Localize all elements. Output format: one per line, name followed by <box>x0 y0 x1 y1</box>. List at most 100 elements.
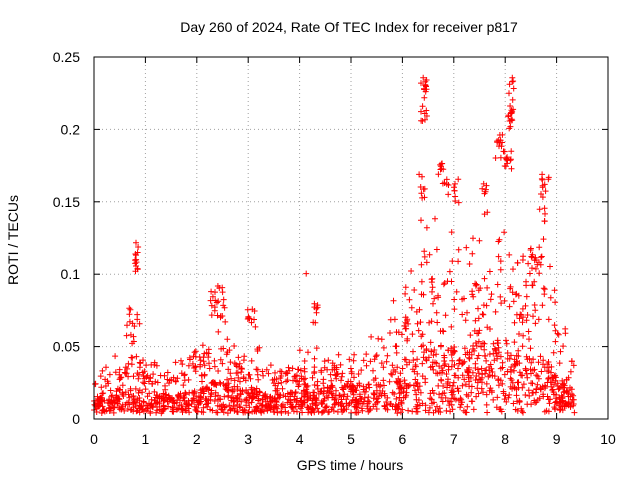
data-point <box>215 328 222 335</box>
data-point <box>421 94 428 101</box>
data-point <box>292 377 299 384</box>
data-point <box>428 318 435 325</box>
data-point <box>441 362 448 369</box>
data-point <box>443 407 450 414</box>
data-point <box>136 320 143 327</box>
data-point <box>182 389 189 396</box>
data-point <box>136 364 143 371</box>
data-point <box>166 377 173 384</box>
data-point <box>96 400 103 407</box>
data-point <box>367 358 374 365</box>
data-point <box>189 360 196 367</box>
data-point <box>445 347 452 354</box>
data-point <box>565 374 572 381</box>
data-point <box>509 385 516 392</box>
data-point <box>429 363 436 370</box>
data-point <box>311 382 318 388</box>
data-point <box>107 405 114 412</box>
data-point <box>338 377 344 384</box>
data-point <box>285 410 292 416</box>
data-point <box>330 408 337 414</box>
data-point <box>511 362 518 369</box>
data-point <box>519 257 526 263</box>
data-point <box>253 407 260 414</box>
data-point <box>371 391 378 398</box>
data-point <box>417 184 424 190</box>
data-point <box>301 380 308 387</box>
data-point <box>358 367 365 374</box>
data-point <box>116 376 123 383</box>
data-point <box>378 360 385 367</box>
data-point <box>129 340 136 347</box>
data-point <box>522 392 529 398</box>
data-point <box>418 190 425 197</box>
data-point <box>559 394 566 401</box>
x-tick-labels: 0 1 2 3 4 5 6 7 8 9 10 <box>90 431 616 447</box>
data-point <box>158 406 164 413</box>
data-point <box>506 90 512 97</box>
data-point <box>508 352 514 359</box>
data-point <box>181 371 188 378</box>
data-point <box>504 350 511 356</box>
data-point <box>107 399 114 405</box>
data-point <box>228 397 235 404</box>
data-point <box>97 373 104 380</box>
data-point <box>128 361 135 368</box>
data-point <box>160 397 167 404</box>
data-point <box>234 386 241 393</box>
data-point <box>219 284 226 291</box>
data-point <box>541 205 548 212</box>
data-point <box>394 404 400 411</box>
data-point <box>397 409 404 416</box>
data-point <box>322 404 329 411</box>
data-point <box>394 410 401 417</box>
data-point <box>557 406 564 413</box>
data-point <box>355 371 362 377</box>
data-point <box>491 373 498 380</box>
data-point <box>218 406 225 413</box>
data-point <box>506 118 513 124</box>
data-point <box>501 371 508 378</box>
data-point <box>398 397 405 404</box>
data-point <box>509 117 516 124</box>
data-point <box>207 406 214 413</box>
data-point <box>130 397 137 404</box>
data-point <box>483 302 490 309</box>
data-point <box>384 402 391 408</box>
data-point <box>401 377 408 384</box>
data-point <box>464 403 471 410</box>
data-point <box>136 371 142 378</box>
data-point <box>410 357 417 364</box>
data-point <box>359 400 366 407</box>
data-point <box>313 402 320 409</box>
data-point <box>248 357 255 364</box>
data-point <box>436 405 443 412</box>
data-point <box>282 370 289 377</box>
data-point <box>547 396 554 403</box>
data-point <box>320 408 326 415</box>
data-point <box>294 378 301 385</box>
data-point <box>567 368 574 375</box>
data-point <box>540 393 547 400</box>
data-point <box>430 300 436 307</box>
data-point <box>529 380 536 387</box>
data-point <box>165 403 172 410</box>
data-point <box>178 370 185 377</box>
data-point <box>235 354 242 361</box>
data-point <box>433 246 440 253</box>
data-point <box>494 353 501 360</box>
data-point <box>404 337 411 344</box>
data-point <box>480 311 487 318</box>
data-point <box>496 139 503 146</box>
data-point <box>126 394 133 401</box>
data-point <box>479 185 486 192</box>
data-point <box>526 336 532 343</box>
data-point <box>486 268 493 275</box>
data-point <box>420 74 427 81</box>
data-point <box>269 395 276 401</box>
data-point <box>123 332 130 339</box>
data-point <box>309 374 316 381</box>
data-point <box>398 385 404 391</box>
data-point <box>122 364 129 371</box>
data-point <box>484 209 491 216</box>
